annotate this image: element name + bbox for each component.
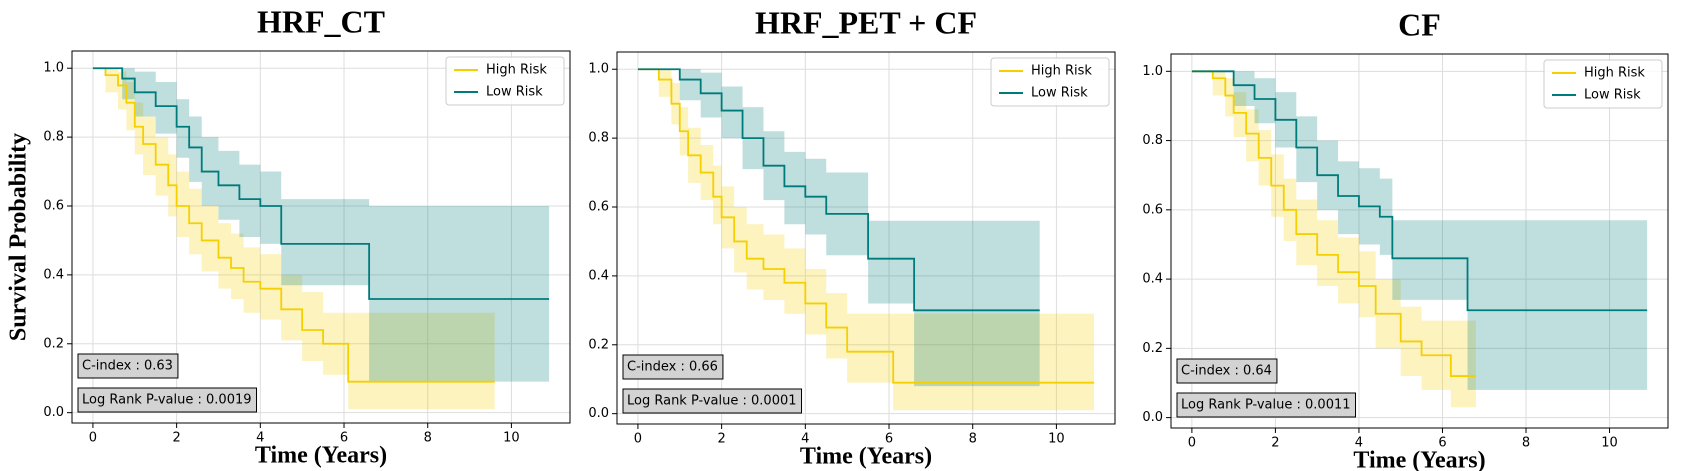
legend-label: High Risk <box>486 63 547 78</box>
confidence-band <box>1191 71 1476 408</box>
survival-curve <box>92 67 550 300</box>
y-tick-label: 0.0 <box>588 406 609 421</box>
annotation: Log Rank P-value : 0.0011 <box>1181 398 1351 413</box>
y-tick-label: 0.6 <box>588 200 609 215</box>
y-tick-label: 0.6 <box>43 199 64 214</box>
legend-label: Low Risk <box>1031 86 1088 101</box>
x-tick-label: 2 <box>1271 436 1279 451</box>
x-tick-label: 8 <box>969 432 977 447</box>
legend-label: Low Risk <box>486 85 543 100</box>
x-tick-label: 0 <box>634 432 642 447</box>
annotation: C-index : 0.66 <box>627 360 718 375</box>
y-tick-label: 0.2 <box>588 337 609 352</box>
plot-frame <box>1170 53 1669 429</box>
survival-curve <box>1191 70 1476 377</box>
y-tick-label: 0.0 <box>1142 410 1163 425</box>
plot-frame <box>71 50 571 424</box>
x-tick-label: 4 <box>1355 436 1363 451</box>
y-tick-label: 1.0 <box>43 61 64 76</box>
survival-curve <box>92 67 495 383</box>
x-tick-label: 6 <box>1438 436 1446 451</box>
chart-title: CF <box>1398 6 1441 42</box>
x-tick-label: 0 <box>89 431 97 446</box>
y-tick-label: 0.6 <box>1142 202 1163 217</box>
y-tick-label: 0.0 <box>43 405 64 420</box>
y-tick-label: 1.0 <box>588 62 609 77</box>
x-tick-label: 6 <box>885 432 893 447</box>
x-axis-label: Time (Years) <box>1353 448 1485 471</box>
y-tick-label: 0.4 <box>588 268 609 283</box>
y-tick-label: 0.4 <box>1142 272 1163 287</box>
y-tick-label: 0.2 <box>43 336 64 351</box>
annotation: Log Rank P-value : 0.0019 <box>82 393 252 408</box>
confidence-band <box>92 68 550 382</box>
annotation-box <box>622 388 803 414</box>
y-axis-label: Survival Probability <box>6 133 32 341</box>
x-tick-label: 2 <box>717 432 725 447</box>
x-tick-label: 10 <box>503 431 520 446</box>
y-tick-label: 1.0 <box>1142 64 1163 79</box>
y-tick-label: 0.4 <box>43 267 64 282</box>
plot-frame <box>616 51 1116 425</box>
chart-title: HRF_CT <box>257 3 385 39</box>
annotation: C-index : 0.63 <box>82 359 173 374</box>
chart-title: HRF_PET + CF <box>755 4 977 40</box>
x-tick-label: 10 <box>1601 436 1618 451</box>
y-tick-label: 0.8 <box>43 130 64 145</box>
annotation: Log Rank P-value : 0.0001 <box>627 394 797 409</box>
legend-label: High Risk <box>1584 66 1645 81</box>
annotation-box <box>622 354 724 380</box>
y-tick-label: 0.2 <box>1142 341 1163 356</box>
x-axis-label: Time (Years) <box>800 444 932 470</box>
x-tick-label: 0 <box>1188 436 1196 451</box>
survival-curve <box>637 68 1040 312</box>
x-tick-label: 6 <box>340 431 348 446</box>
x-tick-label: 8 <box>1522 436 1530 451</box>
survival-curve <box>1191 70 1648 312</box>
annotation-box <box>77 387 258 413</box>
annotation-box <box>1176 358 1278 384</box>
annotation: C-index : 0.64 <box>1181 364 1272 379</box>
confidence-band <box>92 68 495 410</box>
confidence-band <box>637 69 1040 387</box>
x-tick-label: 2 <box>172 431 180 446</box>
x-tick-label: 8 <box>424 431 432 446</box>
y-tick-label: 0.8 <box>1142 133 1163 148</box>
x-axis-label: Time (Years) <box>255 443 387 469</box>
survival-curve <box>637 68 1095 384</box>
annotation-box <box>77 353 179 379</box>
legend-label: Low Risk <box>1584 88 1641 103</box>
annotation-box <box>1176 392 1357 418</box>
x-tick-label: 10 <box>1048 432 1065 447</box>
legend-label: High Risk <box>1031 64 1092 79</box>
confidence-band <box>637 69 1095 411</box>
x-tick-label: 4 <box>801 432 809 447</box>
y-tick-label: 0.8 <box>588 131 609 146</box>
x-tick-label: 4 <box>256 431 264 446</box>
